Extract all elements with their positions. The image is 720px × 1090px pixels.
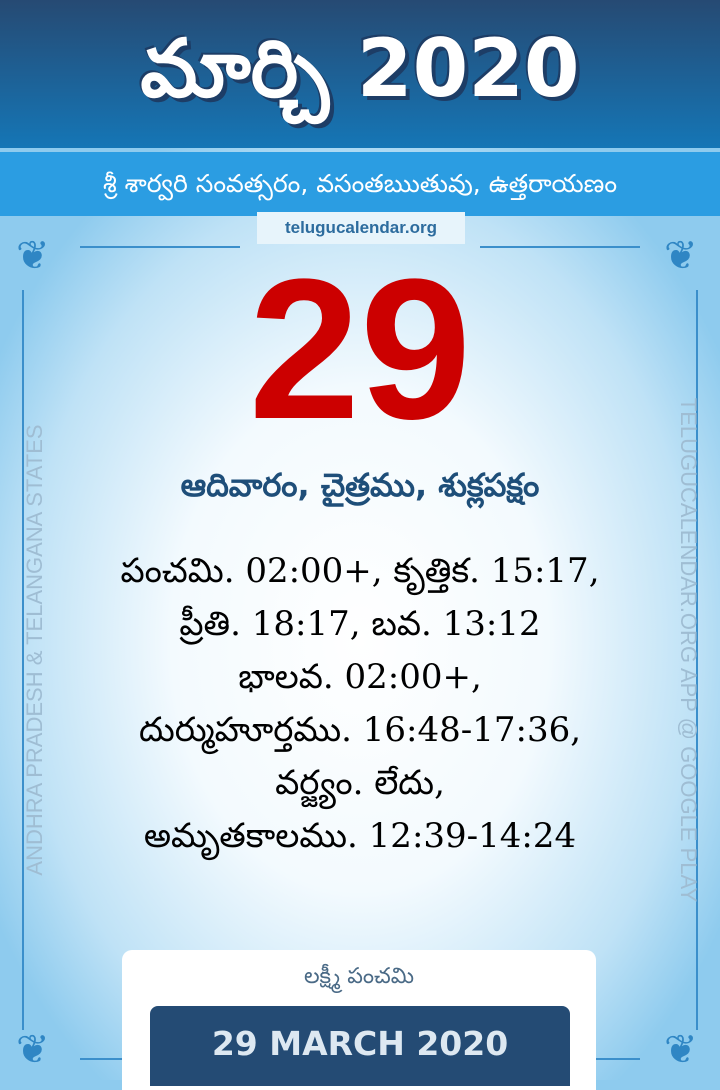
year-season-band: శ్రీ శార్వరి సంవత్సరం, వసంతఋతువు, ఉత్తరా… <box>0 152 720 216</box>
frame-right <box>696 290 698 1030</box>
site-link[interactable]: telugucalendar.org <box>257 212 465 244</box>
detail-line: వర్జ్యం. లేదు, <box>275 763 445 803</box>
detail-line: భాలవ. 02:00+, <box>238 657 482 697</box>
frame-top-right <box>480 246 640 248</box>
frame-top-left <box>80 246 240 248</box>
ornament-bottom-left-icon: ❦ <box>16 1027 50 1073</box>
month-title: మార్చి 2020 <box>140 22 580 115</box>
date-label: 29 MARCH 2020 <box>150 1006 570 1086</box>
day-number: 29 <box>248 238 472 461</box>
ornament-bottom-right-icon: ❦ <box>664 1027 698 1073</box>
festival-label: లక్ష్మీ పంచమి <box>303 964 415 989</box>
detail-line: దుర్ముహూర్తము. 16:48-17:36, <box>138 710 582 750</box>
detail-line: ప్రీతి. 18:17, బవ. 13:12 <box>179 604 541 644</box>
ornament-top-left-icon: ❦ <box>16 233 50 279</box>
ornament-top-right-icon: ❦ <box>664 233 698 279</box>
detail-line: పంచమి. 02:00+, కృత్తిక. 15:17, <box>120 551 600 591</box>
detail-line: అమృతకాలము. 12:39-14:24 <box>143 816 577 856</box>
weekday-line: ఆదివారం, చైత్రము, శుక్లపక్షం <box>180 466 540 504</box>
header: మార్చి 2020 <box>0 0 720 148</box>
panchang-details: పంచమి. 02:00+, కృత్తిక. 15:17, ప్రీతి. 1… <box>100 545 620 863</box>
footer-card: లక్ష్మీ పంచమి 29 MARCH 2020 <box>122 950 596 1090</box>
frame-left <box>22 290 24 1030</box>
